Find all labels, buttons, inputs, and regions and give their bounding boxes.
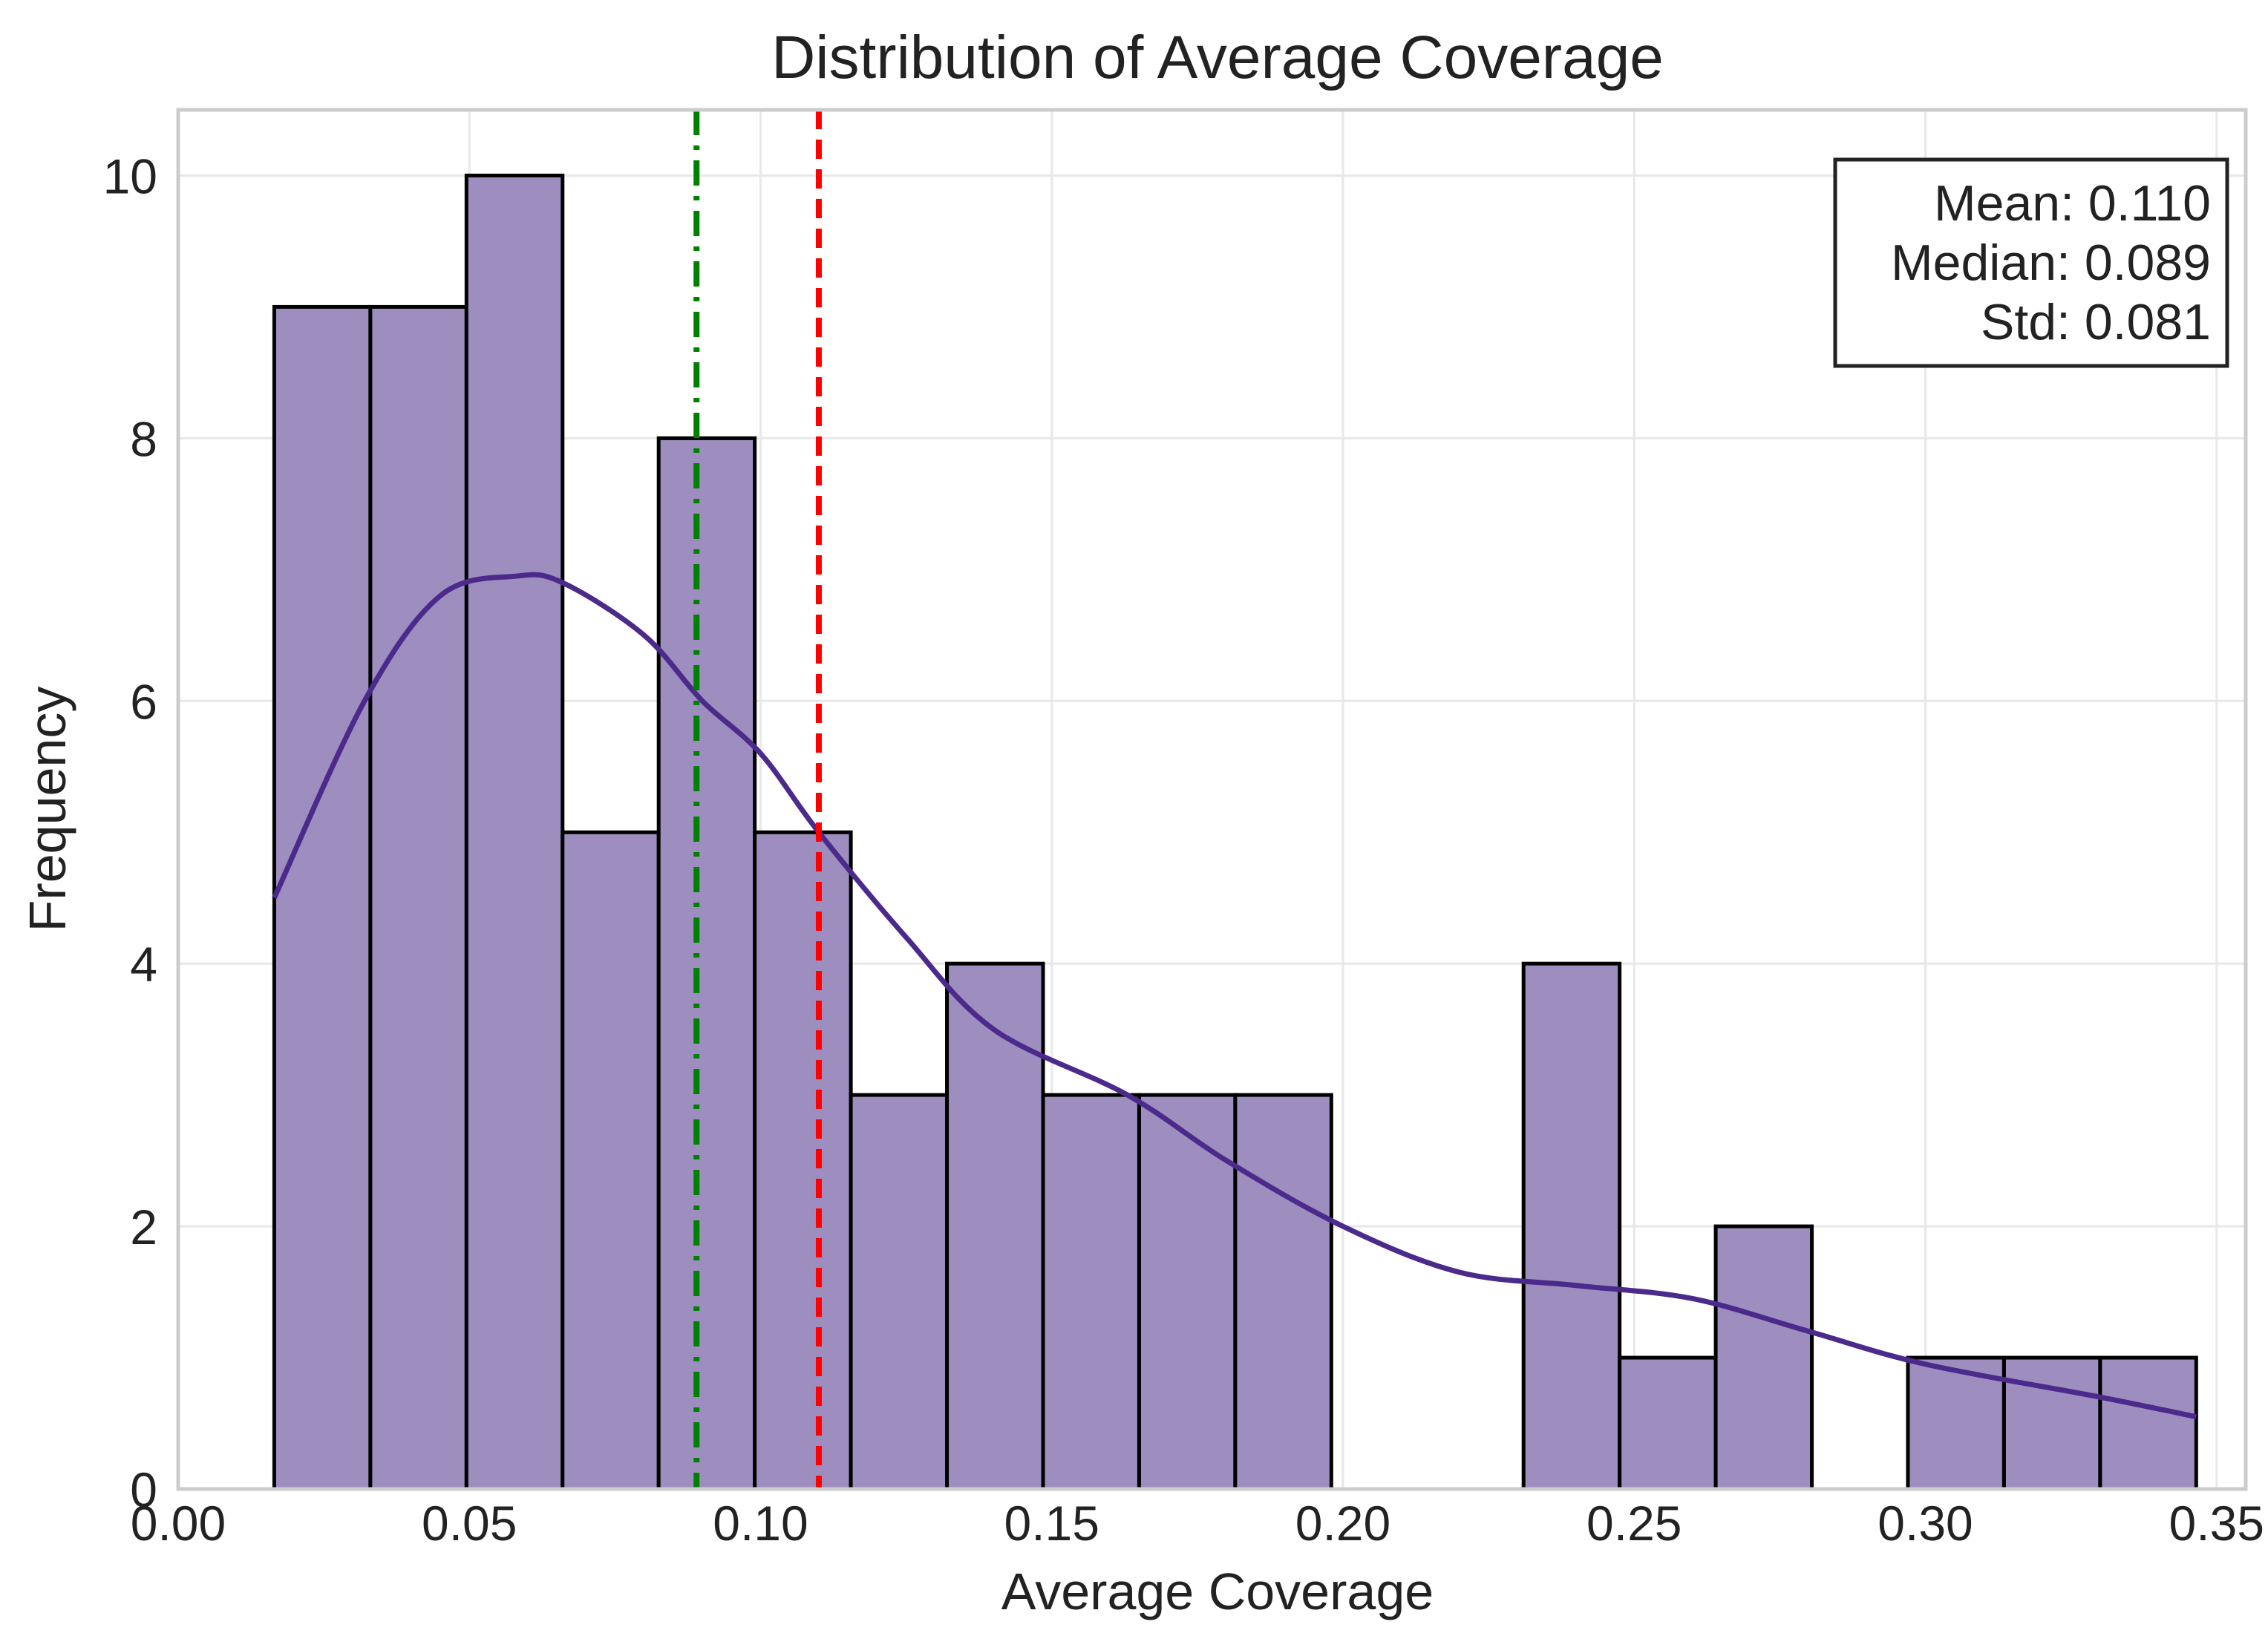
x-tick-label: 0.25 bbox=[1586, 1496, 1682, 1551]
kde-curve bbox=[272, 572, 2197, 1420]
stats-mean: Mean: 0.110 bbox=[1934, 175, 2211, 232]
x-tick-label: 0.20 bbox=[1295, 1496, 1390, 1551]
x-axis-ticks: 0.00 0.05 0.10 0.15 0.20 0.25 0.30 0.35 bbox=[131, 1496, 2264, 1551]
histogram-bar bbox=[1233, 1093, 1333, 1491]
histogram-bar bbox=[1618, 1355, 1718, 1491]
stats-annotation-box: Mean: 0.110 Median: 0.089 Std: 0.081 bbox=[1833, 157, 2229, 368]
x-tick-label: 0.30 bbox=[1878, 1496, 1973, 1551]
histogram-bar bbox=[656, 436, 757, 1491]
x-tick-label: 0.10 bbox=[713, 1496, 808, 1551]
histogram-bar bbox=[272, 304, 373, 1491]
histogram-bar bbox=[1521, 961, 1622, 1491]
histogram-bar bbox=[753, 830, 853, 1491]
stats-median: Median: 0.089 bbox=[1891, 235, 2211, 291]
x-tick-label: 0.15 bbox=[1004, 1496, 1099, 1551]
stats-std: Std: 0.081 bbox=[1981, 294, 2211, 350]
histogram-bar bbox=[1713, 1224, 1814, 1491]
bars bbox=[272, 173, 2198, 1491]
x-tick-label: 0.05 bbox=[422, 1496, 517, 1551]
histogram-bar bbox=[368, 304, 468, 1491]
stats-box-border bbox=[1833, 157, 2229, 368]
y-axis-label: Frequency bbox=[19, 687, 76, 932]
y-tick-label: 4 bbox=[130, 937, 157, 992]
x-axis-label: Average Coverage bbox=[1001, 1563, 1434, 1620]
y-tick-label: 2 bbox=[130, 1200, 157, 1254]
chart-title: Distribution of Average Coverage bbox=[771, 24, 1664, 91]
y-tick-label: 0 bbox=[130, 1462, 157, 1517]
x-tick-label: 0.35 bbox=[2169, 1496, 2264, 1551]
y-axis-ticks: 0 2 4 6 8 10 bbox=[103, 148, 157, 1517]
histogram-bar bbox=[464, 173, 565, 1491]
histogram-bar bbox=[2098, 1355, 2198, 1491]
x-tick-label: 0.00 bbox=[131, 1496, 226, 1551]
y-tick-label: 10 bbox=[103, 148, 157, 203]
plot-frame bbox=[176, 108, 2248, 1491]
histogram-bar bbox=[945, 961, 1045, 1491]
histogram-bar bbox=[561, 830, 661, 1491]
y-tick-label: 6 bbox=[130, 674, 157, 729]
histogram-bar bbox=[2001, 1355, 2102, 1491]
histogram-bar bbox=[849, 1093, 950, 1491]
reference-lines bbox=[693, 110, 822, 1489]
y-tick-label: 8 bbox=[130, 411, 157, 466]
histogram-bar bbox=[1041, 1093, 1141, 1491]
